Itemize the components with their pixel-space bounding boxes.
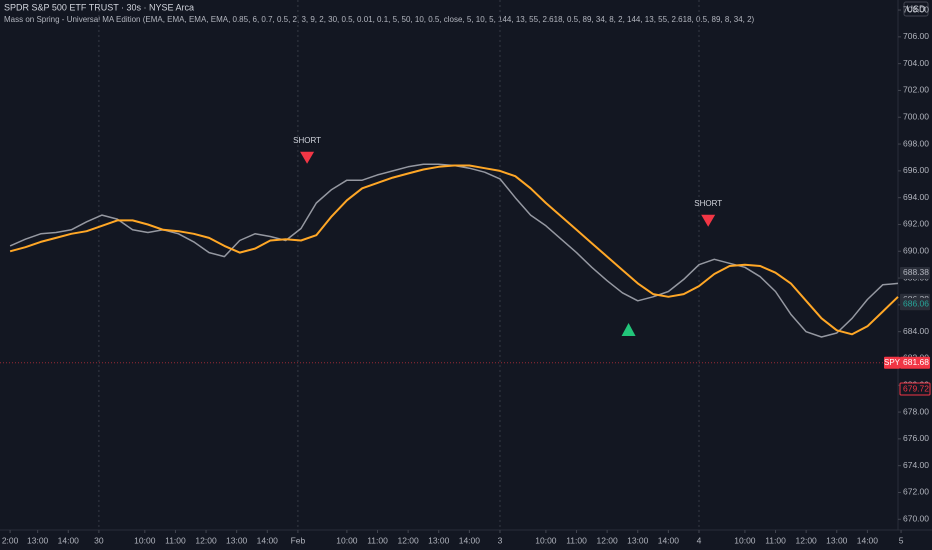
- currency-button[interactable]: [903, 1, 929, 17]
- price-tag: [899, 382, 931, 396]
- y-tick-label: 708.00: [903, 4, 929, 14]
- symbol-tag-label: SPY: [884, 358, 901, 367]
- x-tick-label: 11:00: [367, 535, 388, 545]
- x-tick-label: 4: [697, 535, 702, 545]
- x-tick-label: 2:00: [2, 535, 19, 545]
- symbol-tag: [884, 356, 900, 369]
- y-tick-label: 674.00: [903, 460, 929, 470]
- x-tick-label: 13:00: [428, 535, 450, 545]
- price-tag-label: 686.06: [903, 298, 929, 308]
- short-signal: [701, 214, 716, 227]
- x-tick-label: 13:00: [27, 535, 49, 545]
- y-tick-label: 678.00: [903, 406, 929, 416]
- y-tick-label: 676.00: [903, 433, 929, 443]
- x-tick-label: 12:00: [596, 535, 618, 545]
- x-tick-label: 11:00: [566, 535, 587, 545]
- x-tick-label: 10:00: [134, 535, 156, 545]
- y-tick-label: 704.00: [903, 58, 929, 68]
- chart-title: SPDR S&P 500 ETF TRUST · 30s · NYSE Arca: [4, 2, 194, 12]
- signal-label: SHORT: [694, 199, 722, 208]
- x-tick-label: 5: [899, 535, 904, 545]
- price-tag-label: 679.72: [903, 383, 929, 393]
- currency[interactable]: USD: [906, 4, 926, 14]
- y-tick-label: 684.00: [903, 326, 929, 336]
- ma-line: [9, 164, 899, 336]
- x-tick-label: 30: [94, 535, 104, 545]
- x-tick-label: 14:00: [257, 535, 279, 545]
- price-tag-label: 688.38: [903, 267, 929, 277]
- price-tag-label: 681.68: [903, 357, 929, 367]
- y-tick-label: 672.00: [903, 487, 929, 497]
- x-tick-label: 14:00: [857, 535, 879, 545]
- indicator-legend: Mass on Spring - Universal MA Edition (E…: [4, 15, 755, 24]
- x-tick-label: 14:00: [459, 535, 481, 545]
- y-tick-label: 696.00: [903, 165, 929, 175]
- price-tag: [900, 298, 930, 311]
- y-tick-label: 692.00: [903, 219, 929, 229]
- x-tick-label: 10:00: [535, 535, 557, 545]
- x-tick-label: 13:00: [226, 535, 248, 545]
- long-signal: [621, 322, 636, 336]
- x-tick-label: 11:00: [765, 535, 786, 545]
- x-tick-label: 14:00: [58, 535, 80, 545]
- y-tick-label: 670.00: [903, 514, 929, 524]
- y-tick-label: 700.00: [903, 112, 929, 122]
- x-tick-label: 12:00: [796, 535, 818, 545]
- x-tick-label: 13:00: [826, 535, 848, 545]
- x-tick-label: 11:00: [165, 535, 186, 545]
- x-tick-label: 14:00: [658, 535, 680, 545]
- y-tick-label: 706.00: [903, 31, 929, 41]
- y-tick-label: 698.00: [903, 138, 929, 148]
- x-tick-label: 12:00: [397, 535, 419, 545]
- x-tick-label: 12:00: [195, 535, 217, 545]
- y-tick-label: 690.00: [903, 246, 929, 256]
- price-tag: [900, 356, 930, 369]
- signal-label: SHORT: [293, 136, 321, 145]
- x-tick-label: Feb: [291, 535, 306, 545]
- x-tick-label: 10:00: [336, 535, 358, 545]
- x-tick-label: 3: [498, 535, 503, 545]
- y-tick-label: 702.00: [903, 85, 929, 95]
- price-tag: [900, 266, 930, 279]
- x-tick-label: 13:00: [627, 535, 649, 545]
- y-tick-label: 694.00: [903, 192, 929, 202]
- x-tick-label: 10:00: [734, 535, 756, 545]
- short-signal: [300, 151, 315, 164]
